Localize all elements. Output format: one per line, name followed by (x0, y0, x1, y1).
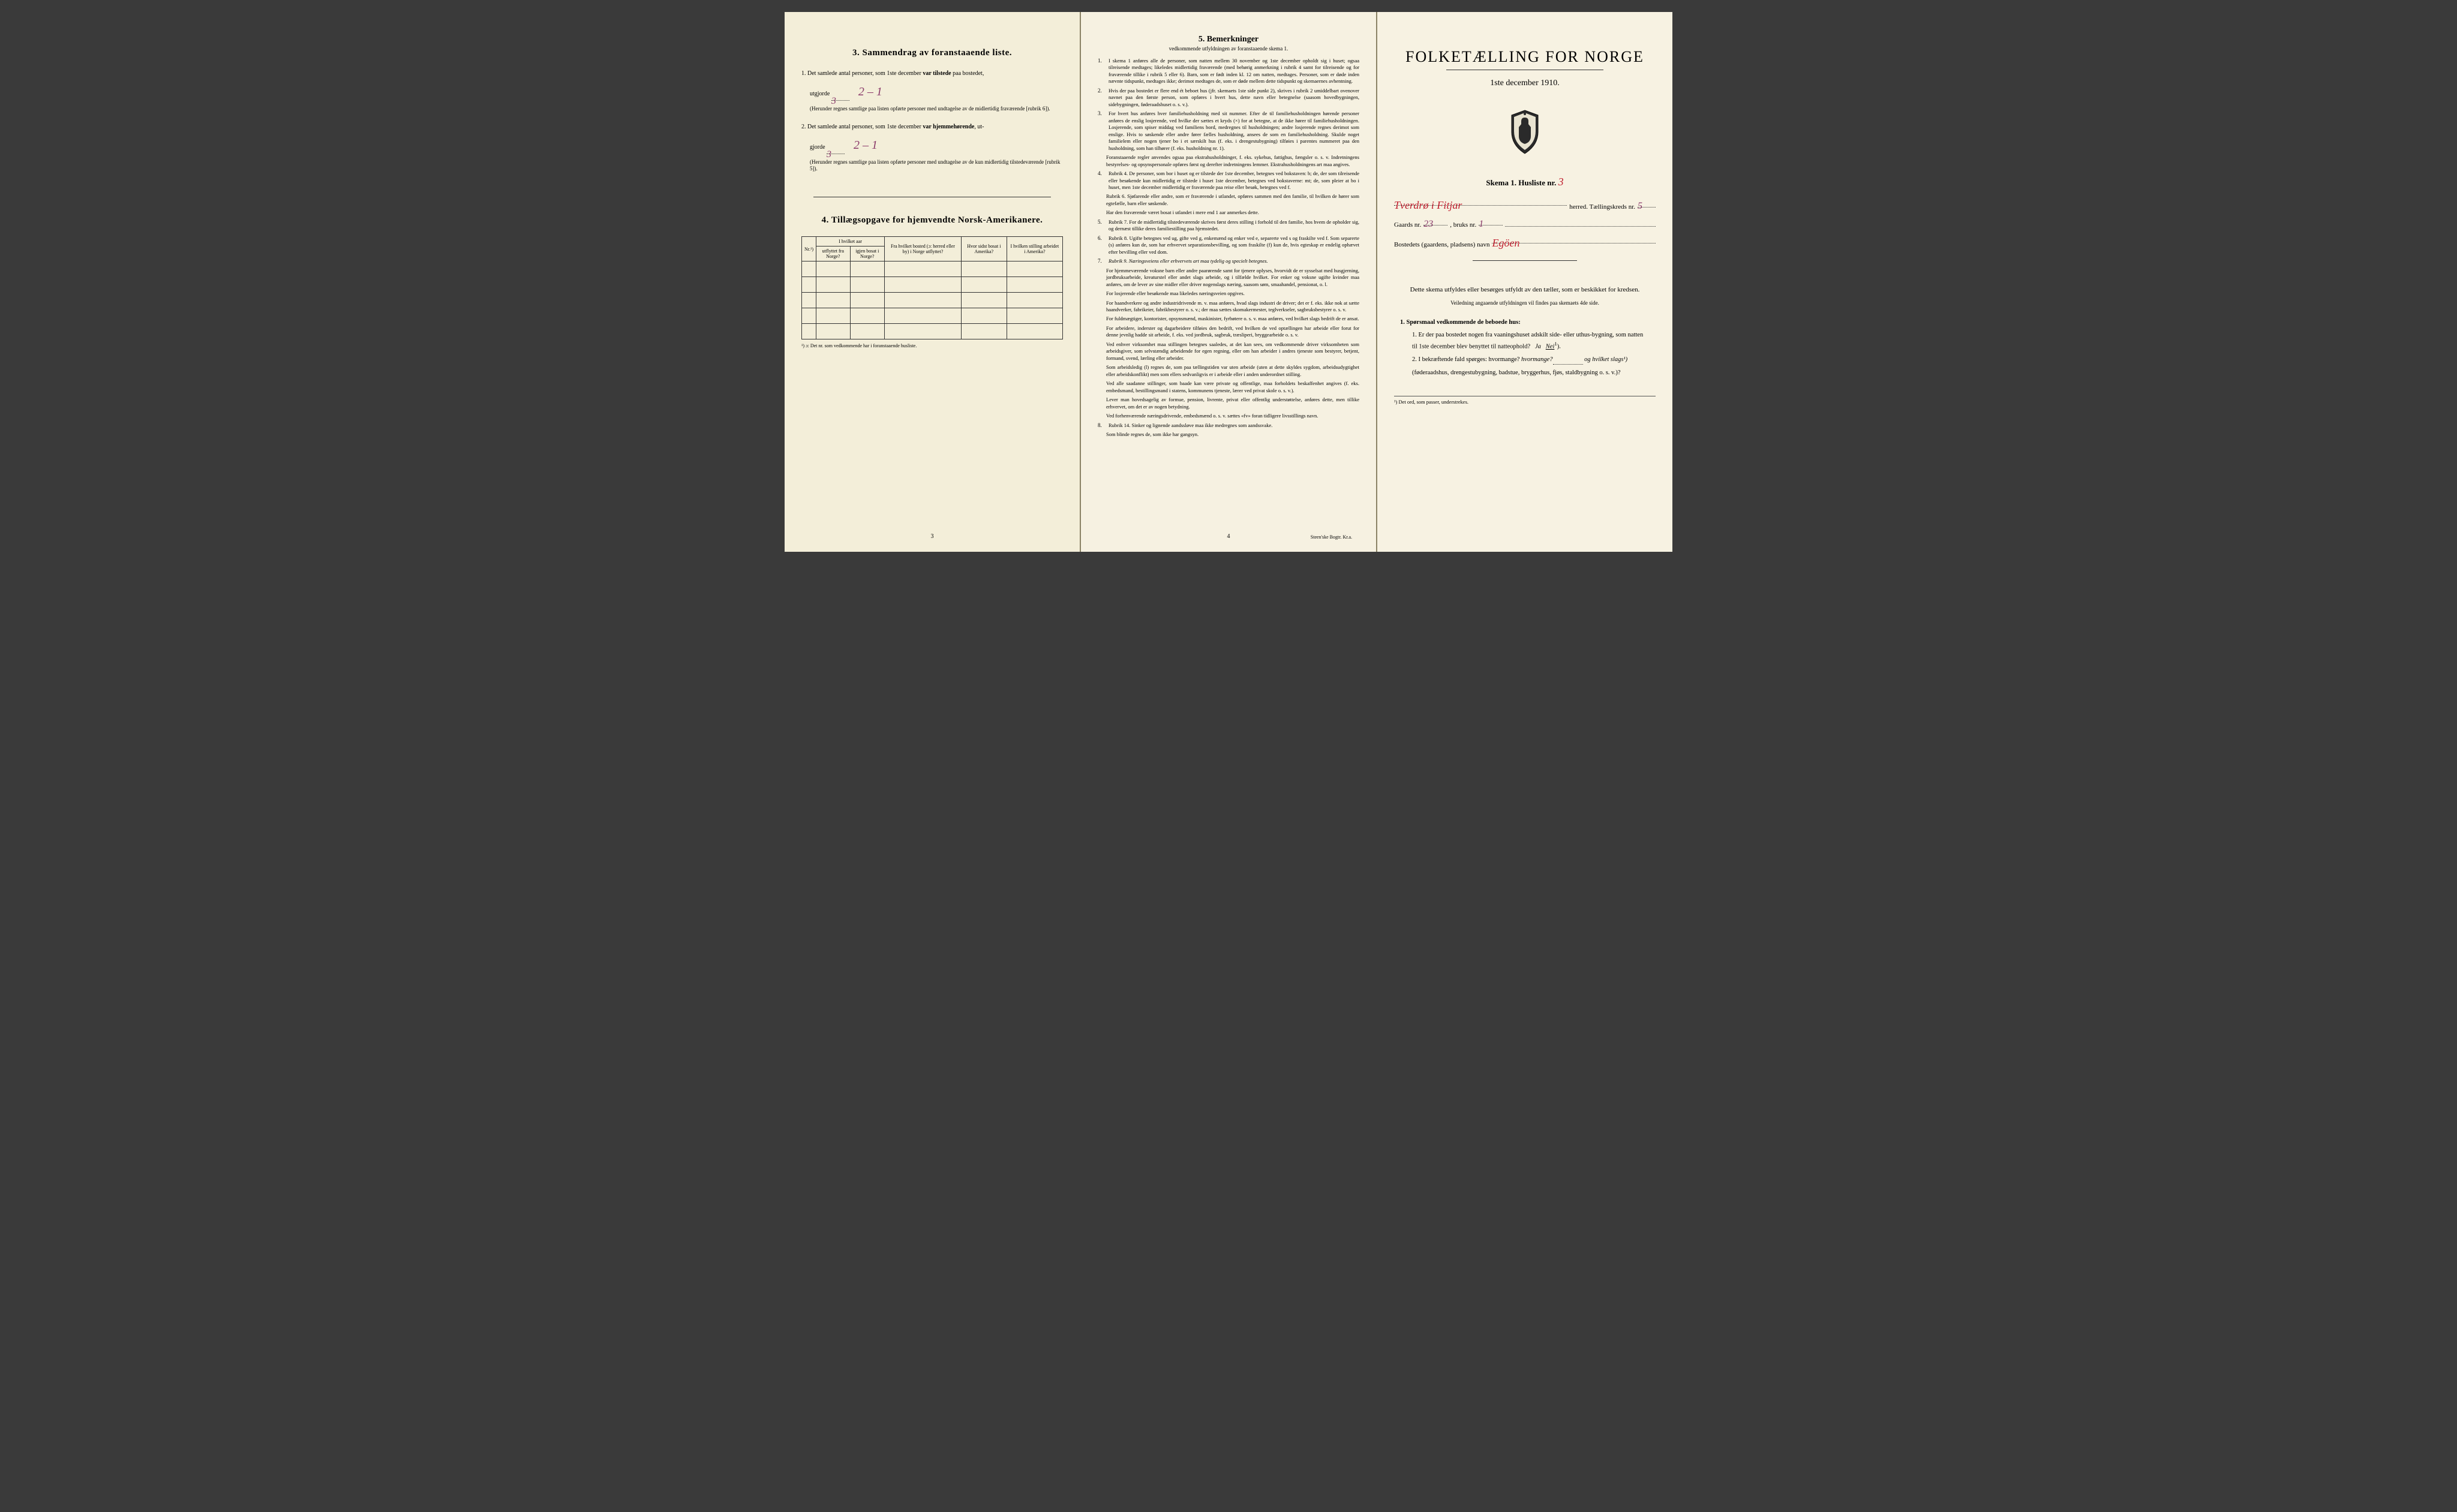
remark-3: 3.For hvert hus anføres hver familiehush… (1098, 110, 1359, 152)
page-1-title: FOLKETÆLLING FOR NORGE 1ste december 191… (1377, 12, 1672, 552)
coat-of-arms-icon (1394, 109, 1656, 158)
item-1-line2: utgjorde 3 2 – 1 (810, 83, 1063, 101)
bosted-line: Bostedets (gaardens, pladsens) navn Egöe… (1394, 237, 1656, 248)
page-3-summary: 3. Sammendrag av foranstaaende liste. 1.… (785, 12, 1081, 552)
remark-8: 8.Rubrik 14. Sinker og lignende aandsslø… (1098, 422, 1359, 429)
emigrant-table: Nr.¹) I hvilket aar Fra hvilket bosted (… (801, 236, 1063, 339)
th-from: Fra hvilket bosted (ɔ: herred eller by) … (885, 237, 962, 261)
census-document: 3. Sammendrag av foranstaaende liste. 1.… (785, 12, 1672, 552)
remark-5: 5.Rubrik 7. For de midlertidig tilstedev… (1098, 219, 1359, 233)
remarks-subtitle: vedkommende utfyldningen av foranstaaend… (1098, 46, 1359, 52)
remarks-title: 5. Bemerkninger (1098, 35, 1359, 44)
question-block: 1. Spørsmaal vedkommende de beboede hus:… (1400, 318, 1650, 378)
remark-4c: Har den fraværende været bosat i utlande… (1106, 209, 1359, 216)
item-2-line2: gjorde 3 2 – 1 (810, 136, 1063, 154)
main-title: FOLKETÆLLING FOR NORGE (1394, 48, 1656, 66)
remark-8b: Som blinde regnes de, som ikke har gangs… (1106, 431, 1359, 438)
th-nr: Nr.¹) (802, 237, 816, 261)
question-2: 2. I bekræftende fald spørges: hvormange… (1412, 355, 1650, 365)
remark-7c: For losjerende eller besøkende maa likel… (1106, 290, 1359, 297)
remark-6: 6.Rubrik 8. Ugifte betegnes ved ug, gift… (1098, 235, 1359, 255)
remark-4b: Rubrik 6. Sjøfarende eller andre, som er… (1106, 193, 1359, 207)
remark-7e: For fuldmægtiger, kontorister, opsynsmæn… (1106, 315, 1359, 322)
th-work: I hvilken stilling arbeidet i Amerika? (1007, 237, 1062, 261)
th-returned: igjen bosat i Norge? (850, 247, 884, 261)
section-4-title: 4. Tillægsopgave for hjemvendte Norsk-Am… (801, 215, 1063, 226)
item-2-note: (Herunder regnes samtlige paa listen opf… (810, 159, 1063, 173)
section-3-title: 3. Sammendrag av foranstaaende liste. (801, 48, 1063, 58)
table-row (802, 308, 1063, 324)
gaard-line: Gaards nr. 23 , bruks nr. 1 (1394, 219, 1656, 229)
page-number: 3 (785, 533, 1080, 540)
remark-7d: For haandverkere og andre industridriven… (1106, 300, 1359, 314)
instruction-sub: Veiledning angaaende utfyldningen vil fi… (1394, 300, 1656, 306)
remark-7: 7.Rubrik 9. Næringsveiens eller erhverve… (1098, 258, 1359, 264)
table-footnote: ¹) ɔ: Det nr. som vedkommende har i fora… (801, 343, 1063, 348)
table-row (802, 324, 1063, 339)
remark-7g: Ved enhver virksomhet maa stillingen bet… (1106, 341, 1359, 362)
th-emigrated: utflyttet fra Norge? (816, 247, 850, 261)
remark-7f: For arbeidere, inderster og dagarbeidere… (1106, 325, 1359, 339)
skema-line: Skema 1. Husliste nr. 3 (1394, 176, 1656, 188)
husliste-nr: 3 (1558, 176, 1564, 188)
footnote: ¹) Det ord, som passer, understrekes. (1394, 396, 1656, 405)
remark-7k: Ved forhenværende næringsdrivende, embed… (1106, 413, 1359, 419)
table-row (802, 277, 1063, 293)
census-date: 1ste december 1910. (1394, 79, 1656, 88)
remark-4: 4.Rubrik 4. De personer, som bor i huset… (1098, 170, 1359, 191)
remark-2: 2.Hvis der paa bostedet er flere end ét … (1098, 88, 1359, 108)
herred-line: Tverdrø i Fitjar herred. Tællingskreds n… (1394, 199, 1656, 211)
printer-note: Steen'ske Bogtr. Kr.a. (1311, 534, 1352, 540)
question-1: 1. Er der paa bostedet nogen fra vaaning… (1412, 330, 1650, 351)
table-row (802, 261, 1063, 277)
item-2: 2. Det samlede antal personer, som 1ste … (801, 122, 1063, 131)
remark-1: 1.I skema 1 anføres alle de personer, so… (1098, 58, 1359, 85)
remark-7i: Ved alle saadanne stillinger, som baade … (1106, 380, 1359, 394)
th-where: Hvor sidst bosat i Amerika? (961, 237, 1007, 261)
th-year-group: I hvilket aar (816, 237, 885, 247)
instruction-para: Dette skema utfyldes eller besørges utfy… (1406, 285, 1644, 295)
remark-7j: Lever man hovedsagelig av formue, pensio… (1106, 396, 1359, 410)
table-row (802, 293, 1063, 308)
page-4-remarks: 5. Bemerkninger vedkommende utfyldningen… (1081, 12, 1377, 552)
item-1: 1. Det samlede antal personer, som 1ste … (801, 69, 1063, 78)
remark-7h: Som arbeidsledig (l) regnes de, som paa … (1106, 364, 1359, 378)
remark-7b: For hjemmeværende voksne barn eller andr… (1106, 267, 1359, 288)
question-2-paren: (føderaadshus, drengestubygning, badstue… (1412, 368, 1650, 378)
remark-3b: Foranstaaende regler anvendes ogsaa paa … (1106, 154, 1359, 168)
item-1-note: (Herunder regnes samtlige paa listen opf… (810, 106, 1063, 113)
